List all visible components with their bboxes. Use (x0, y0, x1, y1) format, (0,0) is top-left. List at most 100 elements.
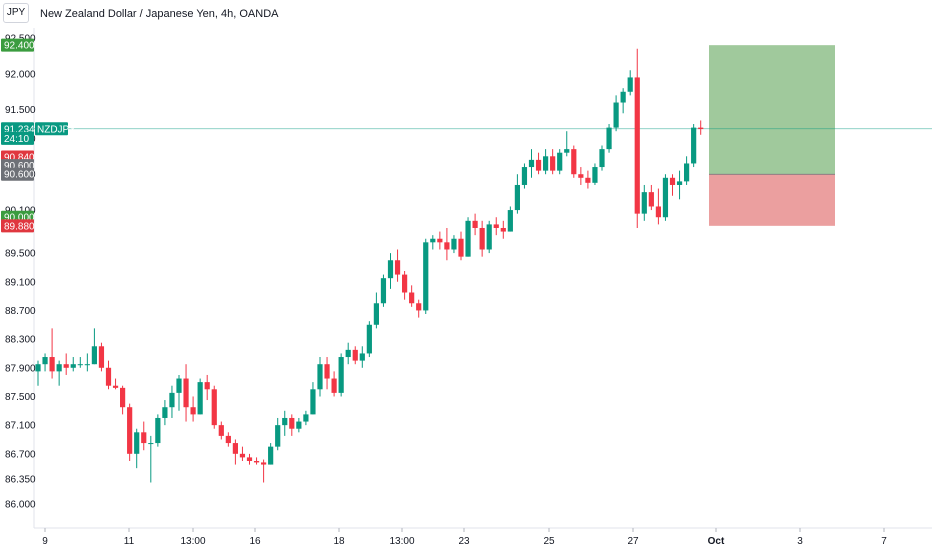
candle[interactable] (190, 407, 196, 415)
candle[interactable] (338, 357, 344, 393)
candle[interactable] (684, 163, 690, 182)
candle[interactable] (253, 460, 260, 463)
candle[interactable] (571, 149, 577, 175)
candle[interactable] (49, 357, 55, 372)
candle[interactable] (232, 443, 238, 454)
candle[interactable] (444, 242, 450, 250)
candle[interactable] (225, 435, 231, 444)
candle[interactable] (303, 414, 309, 422)
candle[interactable] (197, 382, 203, 415)
candle[interactable] (514, 184, 520, 211)
candle[interactable] (70, 364, 76, 368)
candle[interactable] (585, 177, 591, 183)
candle[interactable] (634, 77, 640, 214)
candle[interactable] (627, 77, 633, 92)
candle[interactable] (564, 149, 570, 153)
candle[interactable] (84, 364, 90, 366)
candle[interactable] (63, 364, 69, 368)
candle[interactable] (373, 303, 379, 325)
candle[interactable] (134, 432, 140, 454)
candle[interactable] (42, 357, 48, 365)
candle[interactable] (169, 392, 175, 408)
candle[interactable] (521, 167, 528, 185)
stop-loss-zone[interactable] (709, 174, 835, 226)
candle[interactable] (669, 177, 676, 185)
candle[interactable] (550, 156, 556, 171)
candle[interactable] (141, 432, 147, 444)
candle[interactable] (324, 364, 330, 379)
candle[interactable] (183, 378, 189, 408)
candle[interactable] (543, 156, 549, 171)
candle[interactable] (155, 417, 161, 444)
candle[interactable] (366, 324, 372, 354)
currency-selector[interactable]: JPY (3, 3, 29, 23)
candle[interactable] (698, 127, 704, 130)
candle[interactable] (218, 425, 224, 436)
candle[interactable] (557, 152, 563, 171)
candle[interactable] (592, 167, 598, 183)
candle[interactable] (56, 364, 62, 372)
candle[interactable] (493, 224, 499, 228)
candle[interactable] (127, 407, 133, 454)
candle[interactable] (676, 181, 683, 185)
candle[interactable] (112, 385, 119, 388)
candle[interactable] (261, 462, 267, 465)
candle[interactable] (345, 349, 351, 358)
candle[interactable] (641, 192, 647, 214)
candle[interactable] (430, 238, 436, 243)
candle[interactable] (599, 149, 605, 168)
candle[interactable] (437, 238, 443, 243)
candle[interactable] (472, 220, 478, 228)
candle[interactable] (35, 364, 41, 372)
price-badge-label: 89.880 (4, 221, 35, 232)
candle[interactable] (648, 192, 654, 207)
candle[interactable] (246, 457, 253, 461)
candle[interactable] (486, 224, 492, 250)
candle[interactable] (458, 238, 464, 257)
candle[interactable] (387, 260, 394, 279)
candle[interactable] (105, 367, 112, 386)
candle[interactable] (148, 443, 154, 445)
take-profit-zone[interactable] (709, 45, 835, 175)
candle[interactable] (528, 159, 535, 168)
candle[interactable] (691, 127, 697, 164)
candle[interactable] (239, 453, 246, 458)
candle[interactable] (120, 387, 126, 408)
candle[interactable] (500, 227, 506, 232)
candle[interactable] (613, 102, 619, 128)
candle[interactable] (77, 364, 83, 366)
candle[interactable] (535, 159, 542, 171)
candle[interactable] (204, 382, 210, 390)
candle[interactable] (402, 274, 408, 293)
candle[interactable] (423, 242, 429, 311)
candle[interactable] (268, 446, 274, 465)
candle[interactable] (176, 378, 182, 393)
candle[interactable] (211, 389, 217, 426)
candle[interactable] (275, 425, 281, 447)
candle[interactable] (479, 227, 485, 250)
candle[interactable] (310, 389, 316, 415)
candle[interactable] (606, 127, 612, 150)
candle[interactable] (352, 349, 358, 361)
candle[interactable] (98, 346, 105, 368)
candle[interactable] (465, 220, 471, 257)
candle[interactable] (394, 260, 401, 275)
candle[interactable] (507, 210, 513, 232)
candle[interactable] (282, 417, 288, 426)
candle[interactable] (162, 407, 168, 418)
candle[interactable] (317, 364, 323, 390)
candle[interactable] (380, 278, 387, 304)
candle[interactable] (296, 421, 302, 429)
candle[interactable] (451, 238, 457, 250)
candle[interactable] (620, 91, 626, 103)
candle[interactable] (409, 292, 415, 304)
candle[interactable] (359, 353, 365, 361)
candle[interactable] (662, 177, 669, 218)
candle[interactable] (578, 174, 584, 178)
candle[interactable] (91, 346, 97, 365)
candle[interactable] (331, 378, 337, 393)
candle[interactable] (416, 303, 422, 311)
candle[interactable] (289, 417, 295, 429)
candle[interactable] (655, 206, 661, 218)
